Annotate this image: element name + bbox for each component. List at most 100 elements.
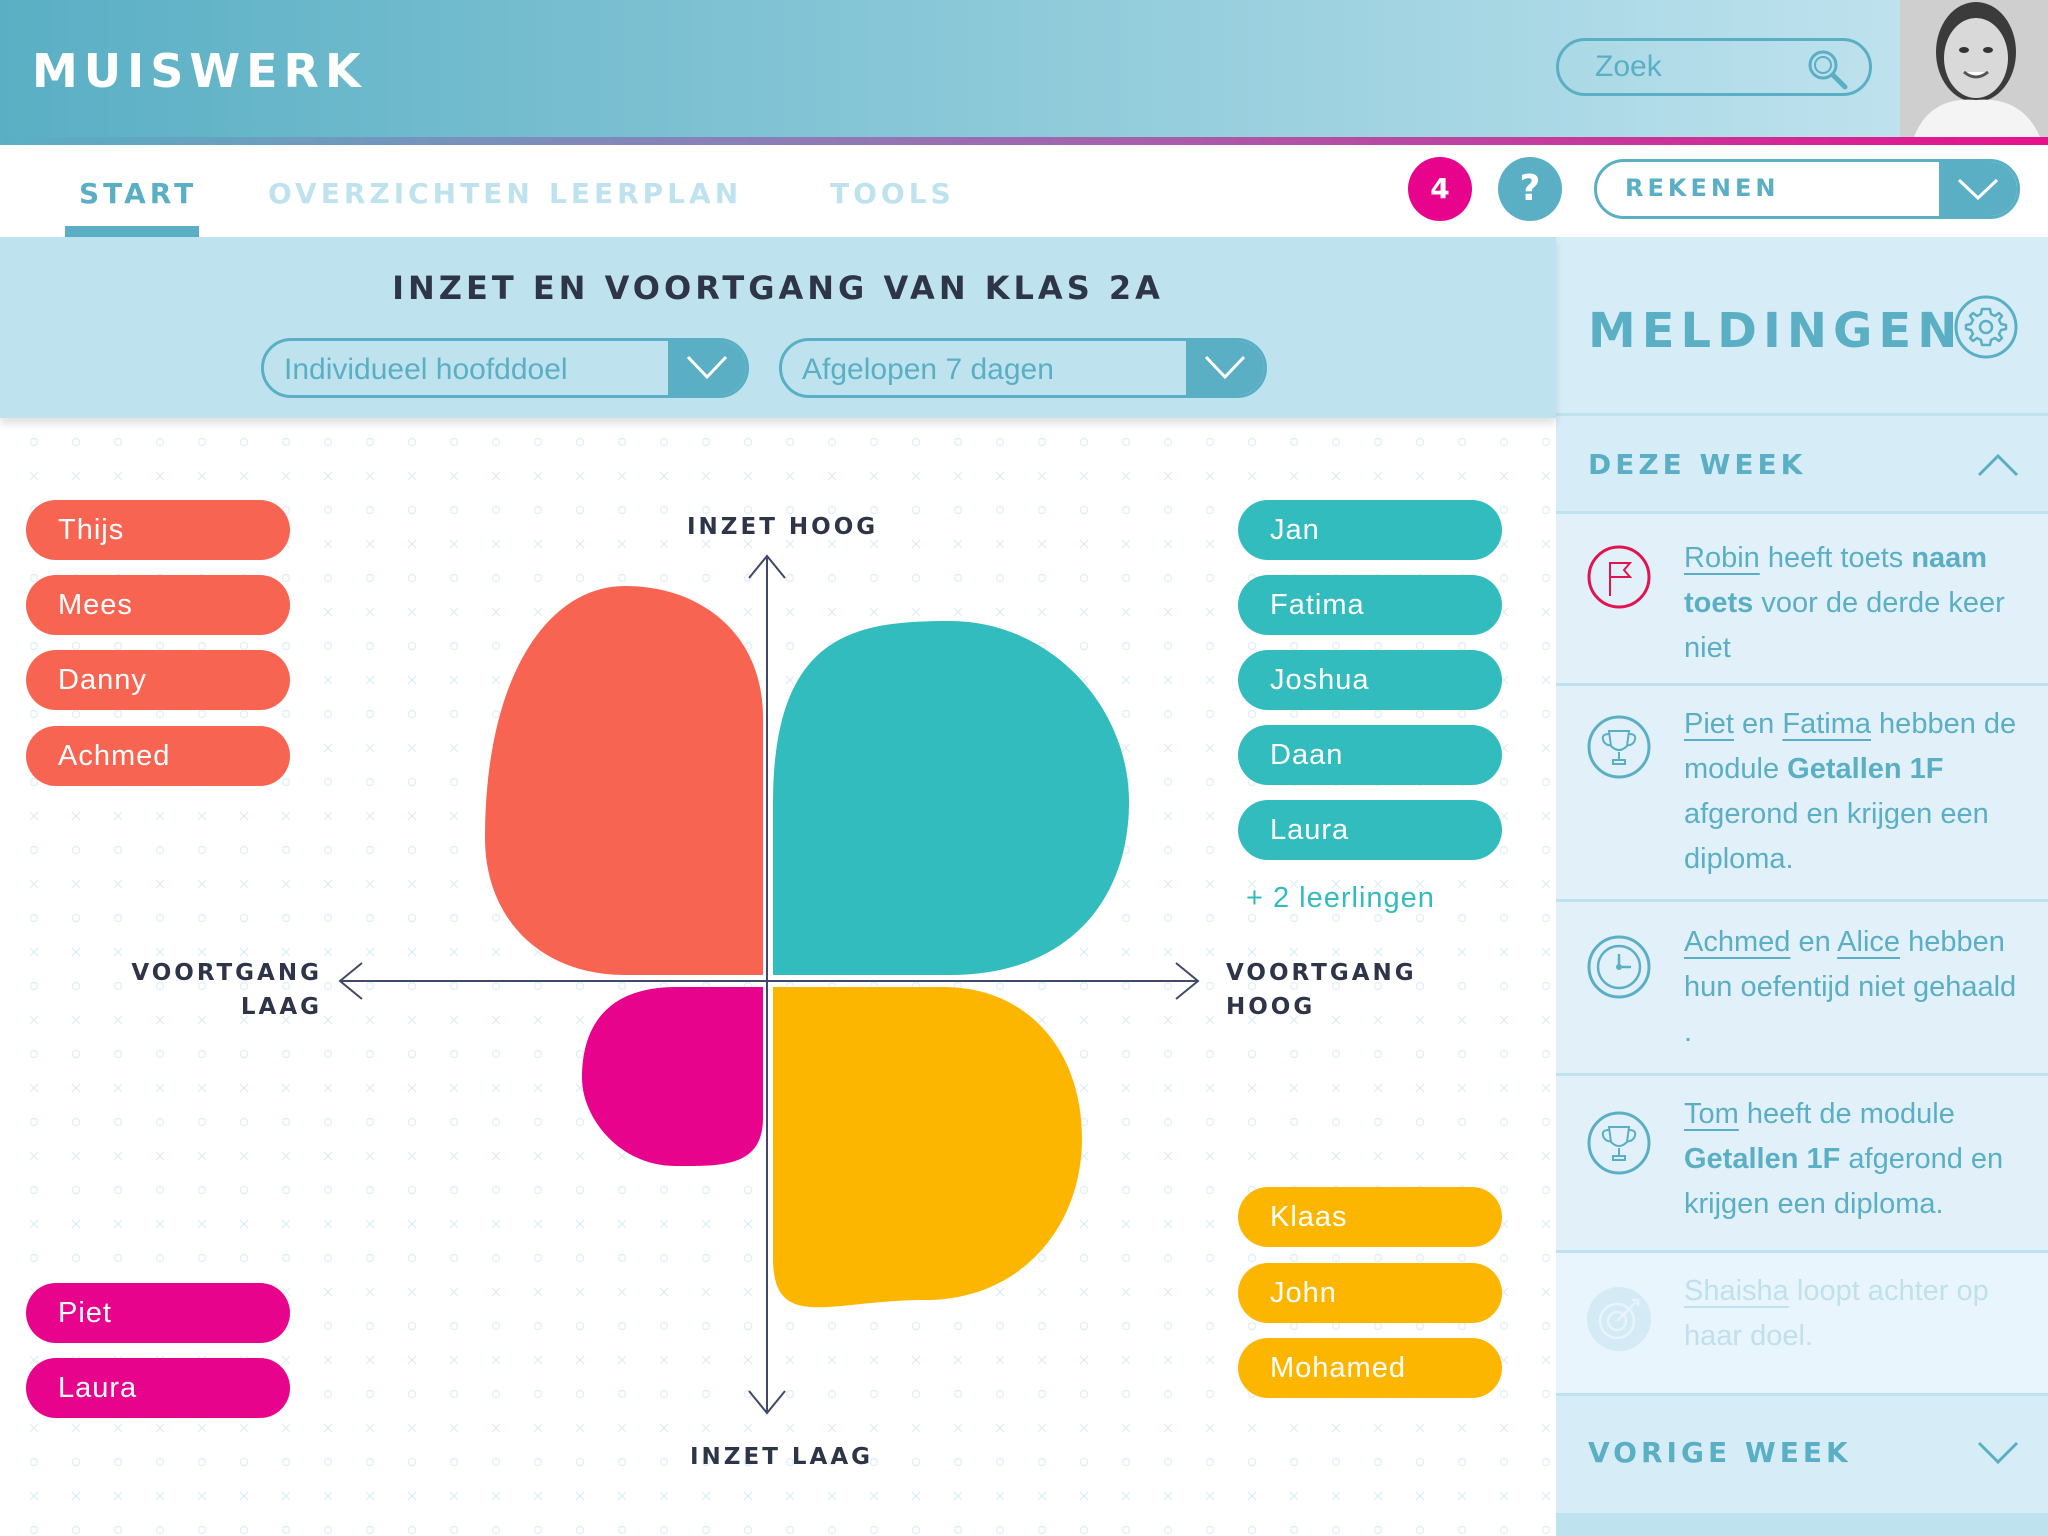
axis-label-right-line1: VOORTGANG [1226, 960, 1417, 986]
text: afgerond en krijgen een diploma. [1684, 1143, 2004, 1220]
goal-dropdown-button[interactable] [668, 341, 746, 395]
subject-select[interactable]: REKENEN [1594, 159, 2020, 219]
quadrant-chart [338, 554, 1200, 1415]
student-pill-coral[interactable]: Thijs [26, 500, 290, 560]
trophy-icon [1587, 715, 1651, 779]
section-this-week[interactable]: DEZE WEEK [1556, 413, 2048, 511]
text: en [1733, 708, 1783, 740]
text: afgerond en krijgen een diploma. [1684, 798, 1989, 875]
student-link[interactable]: Alice [1837, 926, 1901, 958]
flag-icon [1587, 545, 1651, 609]
active-tab-indicator [65, 226, 199, 237]
period-selected-value: Afgelopen 7 dagen [802, 353, 1054, 386]
axis-label-right-line2: HOOG [1226, 994, 1316, 1020]
more-students-link[interactable]: + 2 leerlingen [1246, 882, 1435, 914]
chevron-down-icon [686, 355, 728, 380]
tab-tools[interactable]: TOOLS [830, 177, 955, 210]
tab-overzichten[interactable]: OVERZICHTEN [268, 177, 534, 210]
student-pill-amber[interactable]: John [1238, 1263, 1502, 1323]
axis-label-left-line2: LAAG [240, 994, 322, 1020]
page-title: INZET EN VOORTGANG VAN KLAS 2A [392, 269, 1164, 307]
axis-label-left: VOORTGANG LAAG [100, 956, 322, 1024]
student-pill-teal[interactable]: Jan [1238, 500, 1502, 560]
axis-label-bottom: INZET LAAG [690, 1444, 874, 1470]
notification-item: Robin heeft toets naam toets voor de der… [1556, 511, 2048, 683]
text: voor de derde keer niet [1684, 587, 2005, 664]
student-pill-coral[interactable]: Mees [26, 575, 290, 635]
notification-item: Achmed en Alice hebben hun oefentijd nie… [1556, 899, 2048, 1073]
student-pill-teal[interactable]: Fatima [1238, 575, 1502, 635]
subject-dropdown-button[interactable] [1939, 162, 2017, 216]
chevron-down-icon [1957, 178, 1999, 201]
emphasis: naam toets [1684, 542, 1988, 619]
section-last-week[interactable]: VORIGE WEEK [1556, 1393, 2048, 1513]
target-icon [1587, 1287, 1651, 1351]
axis-label-top: INZET HOOG [687, 514, 879, 540]
text: hebben de module [1684, 708, 2017, 785]
notification-text: Piet en Fatima hebben de module Getallen… [1684, 702, 2024, 882]
student-link[interactable]: Achmed [1684, 926, 1791, 958]
student-link[interactable]: Fatima [1782, 708, 1871, 740]
axis-label-left-line1: VOORTGANG [131, 960, 322, 986]
section-this-week-label: DEZE WEEK [1588, 448, 1807, 481]
student-pill-teal[interactable]: Joshua [1238, 650, 1502, 710]
text: en [1790, 926, 1838, 958]
quadrant-teal-high-effort-high-progress [773, 621, 1129, 975]
goal-select[interactable]: Individueel hoofddoel [261, 338, 749, 398]
sidebar-footer-strip [1556, 1513, 2048, 1536]
quadrant-coral-high-effort-low-progress [485, 586, 763, 975]
subject-selected-value: REKENEN [1625, 174, 1780, 202]
chevron-up-icon[interactable] [1976, 450, 2020, 478]
text: loopt achter op haar doel. [1684, 1275, 1989, 1352]
header-accent-bar [0, 137, 2048, 145]
notification-text: Tom heeft de module Getallen 1F afgerond… [1684, 1092, 2024, 1227]
tab-start[interactable]: START [79, 177, 198, 210]
notification-item: Tom heeft de module Getallen 1F afgerond… [1556, 1073, 2048, 1250]
text: heeft toets [1759, 542, 1912, 574]
notification-text: Robin heeft toets naam toets voor de der… [1684, 536, 2024, 671]
goal-selected-value: Individueel hoofddoel [284, 353, 568, 386]
student-link[interactable]: Piet [1684, 708, 1734, 740]
student-pill-amber[interactable]: Klaas [1238, 1187, 1502, 1247]
axis-label-right: VOORTGANG HOOG [1226, 956, 1417, 1024]
period-select[interactable]: Afgelopen 7 dagen [779, 338, 1267, 398]
quadrant-chart-area: INZET HOOG INZET LAAG VOORTGANG LAAG VOO… [0, 418, 1556, 1536]
student-link[interactable]: Robin [1684, 542, 1760, 574]
sidebar-title: MELDINGEN [1588, 303, 1964, 359]
period-dropdown-button[interactable] [1186, 341, 1264, 395]
search-input[interactable] [1595, 49, 1795, 85]
help-button[interactable]: ? [1498, 157, 1562, 221]
notification-text: Shaisha loopt achter op haar doel. [1684, 1269, 2024, 1359]
filter-panel: INZET EN VOORTGANG VAN KLAS 2A Individue… [0, 237, 1556, 418]
app-logo[interactable]: MUISWERK [32, 44, 367, 98]
student-pill-magenta[interactable]: Laura [26, 1358, 290, 1418]
notifications-sidebar: MELDINGEN DEZE WEEK Robin heeft toets na… [1556, 237, 2048, 1536]
quadrant-amber-low-effort-high-progress [773, 987, 1082, 1308]
student-pill-coral[interactable]: Achmed [26, 726, 290, 786]
student-link[interactable]: Shaisha [1684, 1275, 1789, 1307]
student-pill-teal[interactable]: Laura [1238, 800, 1502, 860]
section-last-week-label: VORIGE WEEK [1588, 1436, 1852, 1469]
student-pill-teal[interactable]: Daan [1238, 725, 1502, 785]
app-header: MUISWERK [0, 0, 2048, 137]
notification-item-faded: Shaisha loopt achter op haar doel. [1556, 1250, 2048, 1393]
chevron-down-icon[interactable] [1976, 1440, 2020, 1468]
gear-icon[interactable] [1954, 295, 2018, 359]
trophy-icon [1587, 1111, 1651, 1175]
avatar-photo-icon [1900, 0, 2048, 137]
search-icon[interactable] [1805, 47, 1849, 91]
tab-leerplan[interactable]: LEERPLAN [549, 177, 743, 210]
user-avatar[interactable] [1900, 0, 2048, 137]
student-link[interactable]: Tom [1684, 1098, 1739, 1130]
notification-item: Piet en Fatima hebben de module Getallen… [1556, 683, 2048, 899]
quadrant-magenta-low-effort-low-progress [582, 987, 763, 1167]
student-pill-magenta[interactable]: Piet [26, 1283, 290, 1343]
text: heeft de module [1738, 1098, 1955, 1130]
student-pill-amber[interactable]: Mohamed [1238, 1338, 1502, 1398]
clock-icon [1587, 935, 1651, 999]
search-box[interactable] [1556, 38, 1872, 96]
student-pill-coral[interactable]: Danny [26, 650, 290, 710]
notification-text: Achmed en Alice hebben hun oefentijd nie… [1684, 920, 2024, 1055]
chevron-down-icon [1204, 355, 1246, 380]
notification-count-badge[interactable]: 4 [1408, 157, 1472, 221]
